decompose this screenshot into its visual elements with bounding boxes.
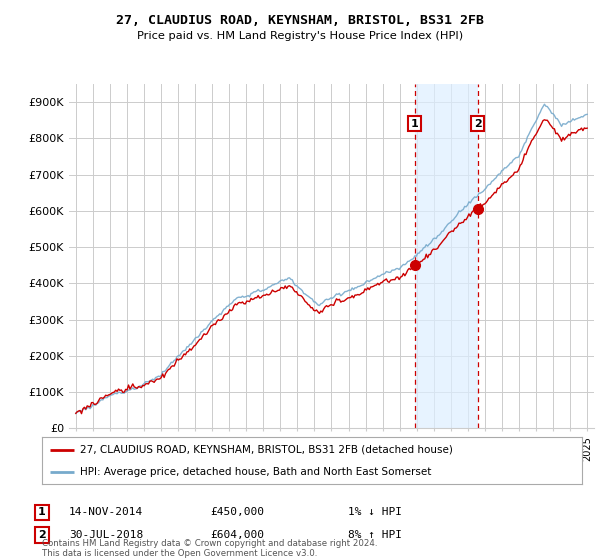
Text: Price paid vs. HM Land Registry's House Price Index (HPI): Price paid vs. HM Land Registry's House … [137, 31, 463, 41]
Text: £604,000: £604,000 [210, 530, 264, 540]
Text: 2: 2 [474, 119, 482, 129]
Text: 8% ↑ HPI: 8% ↑ HPI [348, 530, 402, 540]
Text: 30-JUL-2018: 30-JUL-2018 [69, 530, 143, 540]
Text: 2: 2 [38, 530, 46, 540]
Text: 27, CLAUDIUS ROAD, KEYNSHAM, BRISTOL, BS31 2FB (detached house): 27, CLAUDIUS ROAD, KEYNSHAM, BRISTOL, BS… [80, 445, 452, 455]
Text: HPI: Average price, detached house, Bath and North East Somerset: HPI: Average price, detached house, Bath… [80, 466, 431, 477]
Text: 27, CLAUDIUS ROAD, KEYNSHAM, BRISTOL, BS31 2FB: 27, CLAUDIUS ROAD, KEYNSHAM, BRISTOL, BS… [116, 14, 484, 27]
Text: 1: 1 [410, 119, 418, 129]
Text: £450,000: £450,000 [210, 507, 264, 517]
Text: 14-NOV-2014: 14-NOV-2014 [69, 507, 143, 517]
Text: 1: 1 [38, 507, 46, 517]
Text: Contains HM Land Registry data © Crown copyright and database right 2024.
This d: Contains HM Land Registry data © Crown c… [42, 539, 377, 558]
Text: 1% ↓ HPI: 1% ↓ HPI [348, 507, 402, 517]
